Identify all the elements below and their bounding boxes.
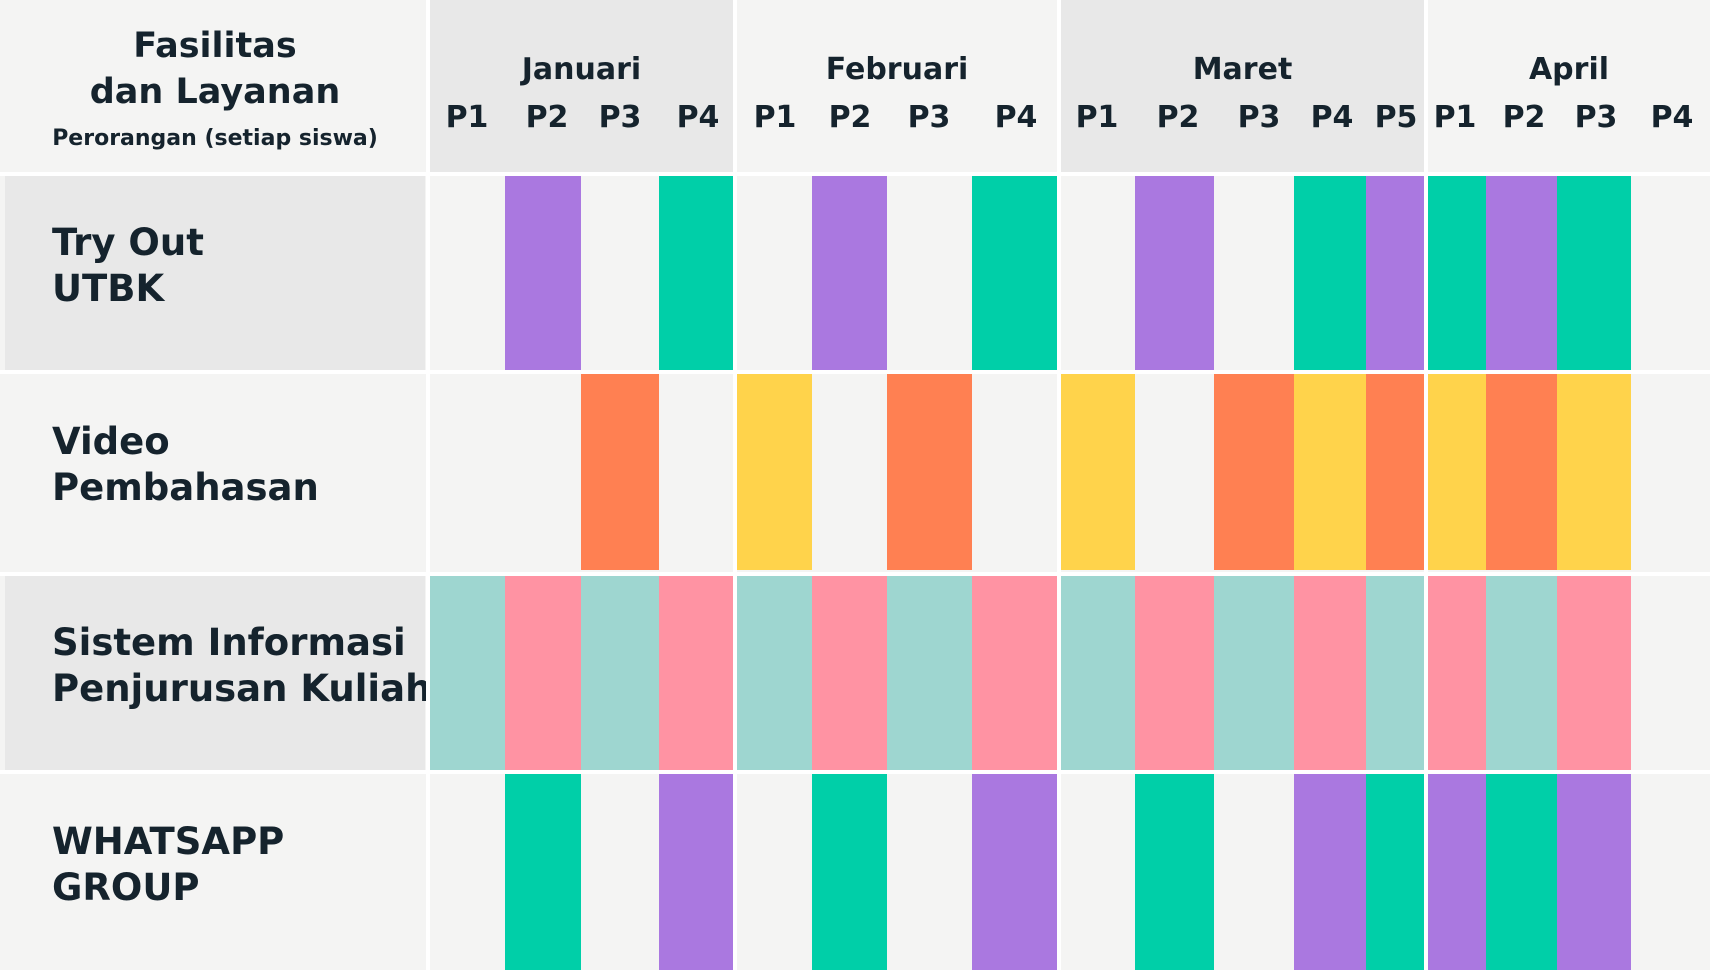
period-label: P2: [828, 100, 872, 135]
schedule-cell: [812, 774, 887, 970]
month-label: April: [1528, 52, 1610, 87]
month-label: Maret: [1192, 52, 1293, 87]
period-label: P4: [1310, 100, 1354, 135]
period-label: P4: [676, 100, 720, 135]
schedule-cell: [887, 374, 972, 570]
period-label: P3: [598, 100, 642, 135]
title-line-2: dan Layanan: [89, 72, 341, 112]
schedule-cell: [1057, 374, 1135, 570]
period-label: P4: [994, 100, 1038, 135]
grid-divider: [426, 0, 430, 970]
row-label-line-1: Video: [52, 420, 170, 463]
schedule-cell: [1135, 176, 1214, 370]
schedule-cell: [1135, 774, 1214, 970]
schedule-cell: [1557, 374, 1631, 570]
period-label: P2: [1502, 100, 1546, 135]
schedule-cell: [430, 576, 505, 770]
row-label-line-2: Penjurusan Kuliah: [52, 667, 432, 710]
schedule-cell: [1366, 576, 1426, 770]
period-label: P2: [1156, 100, 1200, 135]
schedule-cell: [812, 576, 887, 770]
grid-divider: [0, 572, 1710, 576]
schedule-cell: [1426, 774, 1486, 970]
schedule-cell: [1426, 374, 1486, 570]
month-header-februari: Februari: [737, 0, 1057, 172]
row-header-2: Video Pembahasan: [5, 374, 425, 570]
schedule-cell: [1294, 374, 1366, 570]
row-label-line-2: UTBK: [52, 267, 165, 310]
grid-divider: [0, 370, 1710, 374]
period-label: P1: [753, 100, 797, 135]
period-label: P3: [1237, 100, 1281, 135]
schedule-cell: [1135, 576, 1214, 770]
schedule-cell: [1057, 576, 1135, 770]
schedule-cell: [733, 374, 812, 570]
schedule-cell: [659, 576, 733, 770]
row-label-line-2: Pembahasan: [52, 466, 319, 509]
schedule-cell: [1486, 774, 1557, 970]
schedule-cell: [1214, 576, 1294, 770]
schedule-cell: [1294, 176, 1366, 370]
schedule-cell: [1366, 176, 1426, 370]
row-header-3: Sistem Informasi Penjurusan Kuliah: [5, 576, 431, 770]
month-header-maret: Maret: [1061, 0, 1424, 172]
grid-divider: [733, 0, 737, 970]
month-header-april: April: [1428, 0, 1710, 172]
schedule-cell: [659, 176, 733, 370]
period-label: P1: [1075, 100, 1119, 135]
schedule-cell: [812, 176, 887, 370]
period-label: P3: [1574, 100, 1618, 135]
schedule-cell: [505, 176, 581, 370]
row-label-line-1: Try Out: [52, 221, 204, 264]
schedule-cell: [1214, 374, 1294, 570]
row-header-4: WHATSAPP GROUP: [5, 774, 425, 970]
schedule-cell: [1426, 176, 1486, 370]
period-label: P1: [445, 100, 489, 135]
month-header-januari: Januari: [430, 0, 733, 172]
schedule-cell: [1426, 576, 1486, 770]
month-label: Januari: [521, 52, 642, 87]
month-label: Februari: [825, 52, 969, 87]
schedule-cell: [1486, 176, 1557, 370]
schedule-cell: [1294, 774, 1366, 970]
subtitle: Perorangan (setiap siswa): [52, 126, 378, 151]
schedule-cell: [972, 576, 1057, 770]
schedule-cell: [505, 774, 581, 970]
schedule-cell: [972, 176, 1057, 370]
row-label-line-1: Sistem Informasi: [52, 621, 406, 664]
grid-divider: [1057, 0, 1061, 970]
schedule-cell: [505, 576, 581, 770]
row-label-line-2: GROUP: [52, 866, 200, 909]
title-line-1: Fasilitas: [133, 26, 297, 66]
schedule-cell: [1557, 576, 1631, 770]
schedule-cell: [1366, 374, 1426, 570]
schedule-cell: [1557, 176, 1631, 370]
grid-divider: [0, 172, 1710, 176]
schedule-cell: [581, 374, 659, 570]
table-header-title: Fasilitas dan Layanan Perorangan (setiap…: [0, 0, 430, 172]
row-header-1: Try Out UTBK: [5, 176, 425, 370]
schedule-cell: [1486, 576, 1557, 770]
schedule-cell: [972, 774, 1057, 970]
schedule-cell: [1294, 576, 1366, 770]
row-label-line-1: WHATSAPP: [52, 820, 285, 863]
schedule-cell: [1557, 774, 1631, 970]
schedule-cell: [1366, 774, 1426, 970]
period-label: P3: [907, 100, 951, 135]
schedule-cell: [887, 576, 972, 770]
grid-divider: [1424, 0, 1428, 970]
schedule-cell: [659, 774, 733, 970]
schedule-cell: [733, 576, 812, 770]
period-label: P1: [1433, 100, 1477, 135]
period-label: P5: [1374, 100, 1418, 135]
period-label: P2: [525, 100, 569, 135]
schedule-cell: [1486, 374, 1557, 570]
schedule-cell: [581, 576, 659, 770]
period-label: P4: [1650, 100, 1694, 135]
grid-divider: [0, 770, 1710, 774]
